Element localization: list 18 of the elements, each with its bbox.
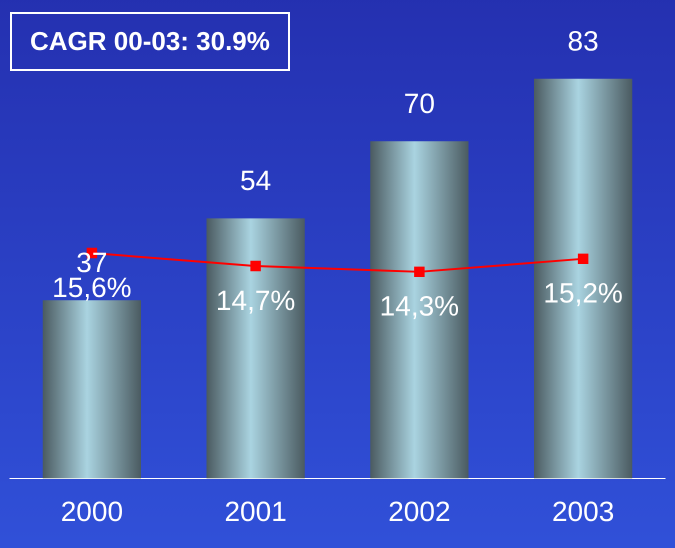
bar <box>206 218 305 478</box>
text: CAGR 00-03: 30.9% <box>10 12 290 71</box>
point <box>250 260 261 272</box>
bar <box>370 141 468 478</box>
data-label: 14,3% <box>380 290 460 322</box>
data-label: 83 <box>568 25 599 56</box>
data-label: 14,7% <box>216 284 296 316</box>
x-tick-label: 2002 <box>388 496 451 527</box>
data-label: 70 <box>404 88 435 120</box>
bar <box>534 78 632 478</box>
x-tick-label: 2000 <box>60 496 124 527</box>
bar <box>42 300 141 478</box>
point <box>414 266 425 278</box>
x-tick-label: 2003 <box>552 496 614 527</box>
data-label: 54 <box>240 165 272 196</box>
x-tick-label: 2001 <box>224 496 287 527</box>
data-label: 15,2% <box>543 278 623 309</box>
point <box>578 254 588 264</box>
